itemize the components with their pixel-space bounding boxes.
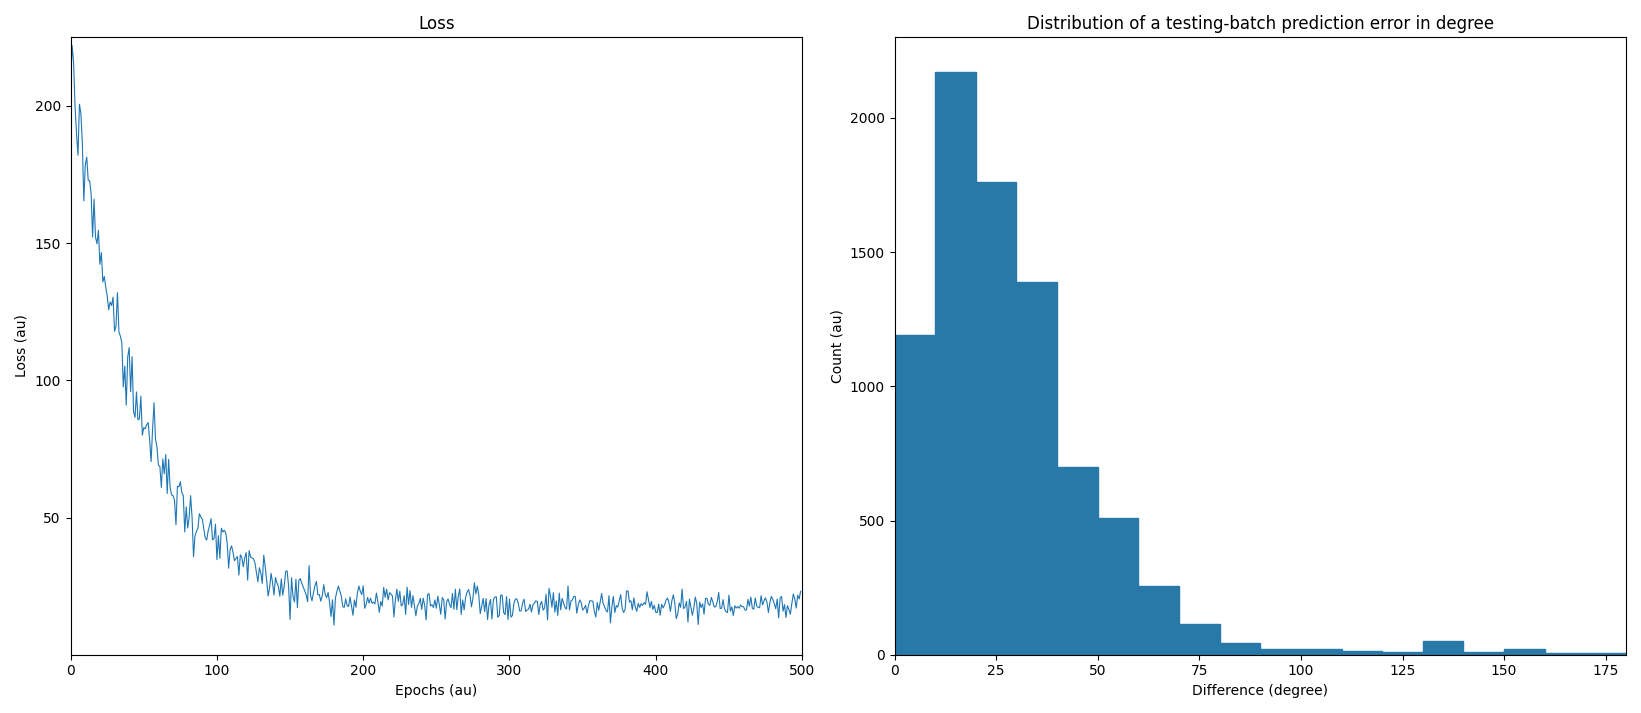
Title: Loss: Loss [418, 15, 455, 33]
Bar [1505, 650, 1544, 655]
Bar [1423, 641, 1464, 655]
Bar [976, 183, 1016, 655]
Bar [1382, 652, 1423, 655]
Bar [1016, 282, 1057, 655]
Bar [1260, 650, 1301, 655]
Bar [1342, 651, 1382, 655]
Bar [1178, 624, 1219, 655]
Bar [1057, 467, 1098, 655]
Bar [1544, 653, 1585, 655]
Bar [1585, 653, 1626, 655]
Bar [1301, 650, 1342, 655]
Y-axis label: Count (au): Count (au) [830, 309, 843, 383]
Bar [1139, 586, 1178, 655]
Y-axis label: Loss (au): Loss (au) [15, 314, 30, 377]
X-axis label: Epochs (au): Epochs (au) [395, 684, 478, 698]
Bar [894, 335, 935, 655]
Bar [935, 72, 976, 655]
Bar [1464, 652, 1505, 655]
Bar [1219, 642, 1260, 655]
Title: Distribution of a testing-batch prediction error in degree: Distribution of a testing-batch predicti… [1027, 15, 1493, 33]
Bar [1098, 518, 1139, 655]
X-axis label: Difference (degree): Difference (degree) [1193, 684, 1328, 698]
